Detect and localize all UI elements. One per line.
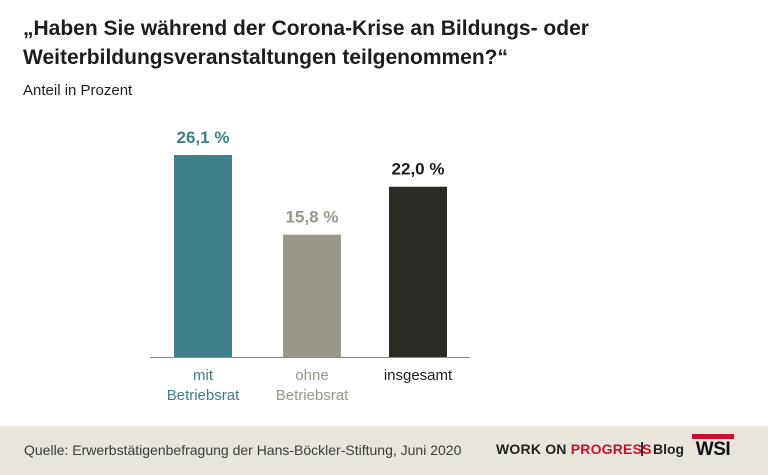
chart-title: „Haben Sie während der Corona-Krise an B… [23,17,589,69]
category-label-2-line-1: ohne [295,367,328,384]
bar-chart: 26,1 % mit Betriebsrat 15,8 % ohne Betriebsra… [150,128,470,404]
brand-separator: | [640,440,645,457]
data-label-3: 22,0 % [392,160,445,179]
data-label-1: 26,1 % [177,128,230,147]
brand-part2: PROGRESS [570,441,652,457]
bar-1 [174,155,232,357]
wsi-logo-bar [692,434,734,439]
wsi-logo-text: WSI [695,439,731,460]
category-label-1-line-2: Betriebsrat [167,387,240,404]
category-label-1-line-1: mit [193,367,214,384]
brand-part1: WORK ON [496,441,571,457]
brand-wordmark[interactable]: WORK ON PROGRESS [496,441,652,457]
category-label-2-line-2: Betriebsrat [276,387,349,404]
wsi-logo[interactable]: WSI [692,434,734,464]
chart-subtitle: Anteil in Prozent [23,82,133,99]
bar-3 [389,186,447,357]
bar-2 [283,234,341,357]
category-label-3-line-1: insgesamt [384,367,453,384]
source-note: Quelle: Erwerbstätigenbefragung der Hans… [24,442,462,458]
footer: Quelle: Erwerbstätigenbefragung der Hans… [0,426,768,475]
data-label-2: 15,8 % [286,208,339,227]
blog-link[interactable]: Blog [653,441,685,457]
